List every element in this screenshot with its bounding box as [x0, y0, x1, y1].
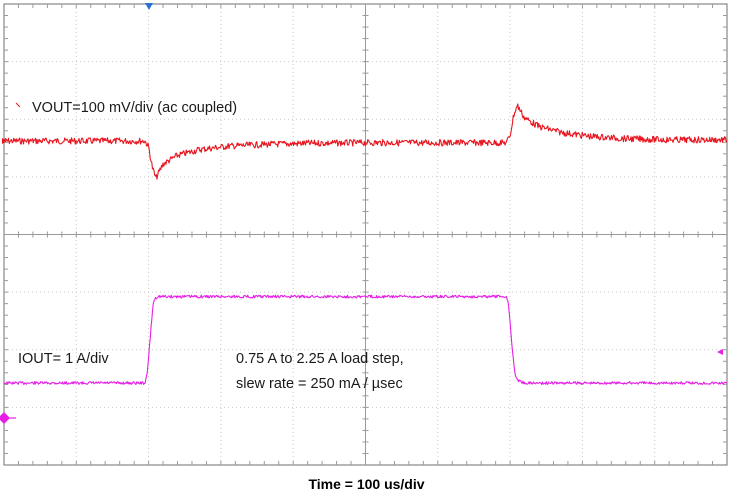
x-axis-label: Time = 100 us/div — [308, 476, 425, 492]
load-step-annotation: 0.75 A to 2.25 A load step, — [236, 351, 404, 367]
iout-ground-marker — [0, 412, 10, 424]
channel-markers — [0, 3, 723, 424]
slew-rate-annotation: slew rate = 250 mA / µsec — [236, 376, 403, 392]
vout-ground-marker — [2, 138, 7, 144]
grid — [4, 4, 727, 465]
series-vout-trace — [3, 103, 728, 180]
vout-label-mark — [15, 102, 21, 108]
vout-annotation: VOUT=100 mV/div (ac coupled) — [32, 100, 237, 116]
series-iout-trace — [3, 294, 728, 385]
trigger-position-marker — [145, 3, 153, 10]
iout-annotation: IOUT= 1 A/div — [18, 351, 109, 367]
traces — [3, 103, 728, 385]
iout-trigger-level-marker — [717, 349, 723, 355]
